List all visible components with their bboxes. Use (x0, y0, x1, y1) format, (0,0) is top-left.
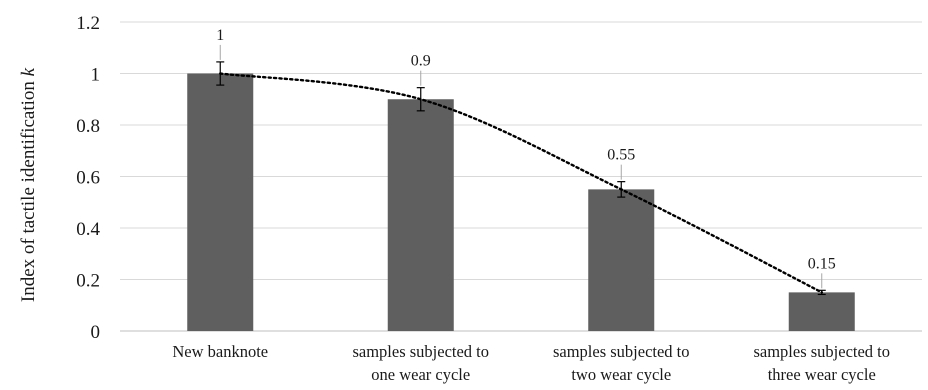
x-category-label: New banknote (172, 342, 268, 361)
x-category-label-line: samples subjected to (553, 342, 690, 361)
y-axis-title: Index of tactile identification k (18, 67, 39, 302)
y-axis-title-text: Index of tactile identification (18, 76, 39, 302)
data-labels: 1 0.9 0.55 0.15 (216, 27, 836, 289)
x-axis-categories: New banknote samples subjected to one wear… (172, 342, 890, 384)
x-category-label: samples subjected to two wear cycle (553, 342, 690, 384)
data-label: 0.15 (808, 255, 836, 272)
y-axis-title-variable: k (18, 67, 39, 76)
x-category-label-line: two wear cycle (571, 365, 671, 384)
x-category-label: samples subjected to three wear cycle (753, 342, 890, 384)
x-category-label-line: samples subjected to (352, 342, 489, 361)
y-tick-label: 0.8 (76, 116, 100, 137)
x-category-label-line: New banknote (172, 342, 268, 361)
y-tick-label: 0.2 (76, 271, 100, 292)
bar (788, 292, 855, 331)
y-tick-label: 0.4 (76, 219, 100, 240)
data-label: 0.9 (411, 53, 431, 70)
x-category-label: samples subjected to one wear cycle (352, 342, 489, 384)
bar (588, 189, 655, 331)
trendline-curve (219, 72, 823, 294)
y-axis-ticks: 0 0.2 0.4 0.6 0.8 1 1.2 (76, 13, 100, 343)
x-category-label-line: samples subjected to (753, 342, 890, 361)
trendline (219, 72, 823, 294)
gridlines (120, 21, 922, 332)
bar (387, 99, 454, 331)
y-tick-label: 0.6 (76, 168, 100, 189)
y-tick-label: 1.2 (76, 13, 100, 34)
x-category-label-line: one wear cycle (371, 365, 470, 384)
bar (187, 73, 254, 331)
x-category-label-line: three wear cycle (768, 365, 876, 384)
y-tick-label: 1 (91, 65, 101, 86)
data-label: 0.55 (607, 147, 635, 164)
error-bars (216, 61, 826, 296)
y-tick-label: 0 (91, 322, 101, 343)
data-label: 1 (216, 27, 224, 44)
bars (187, 73, 855, 331)
